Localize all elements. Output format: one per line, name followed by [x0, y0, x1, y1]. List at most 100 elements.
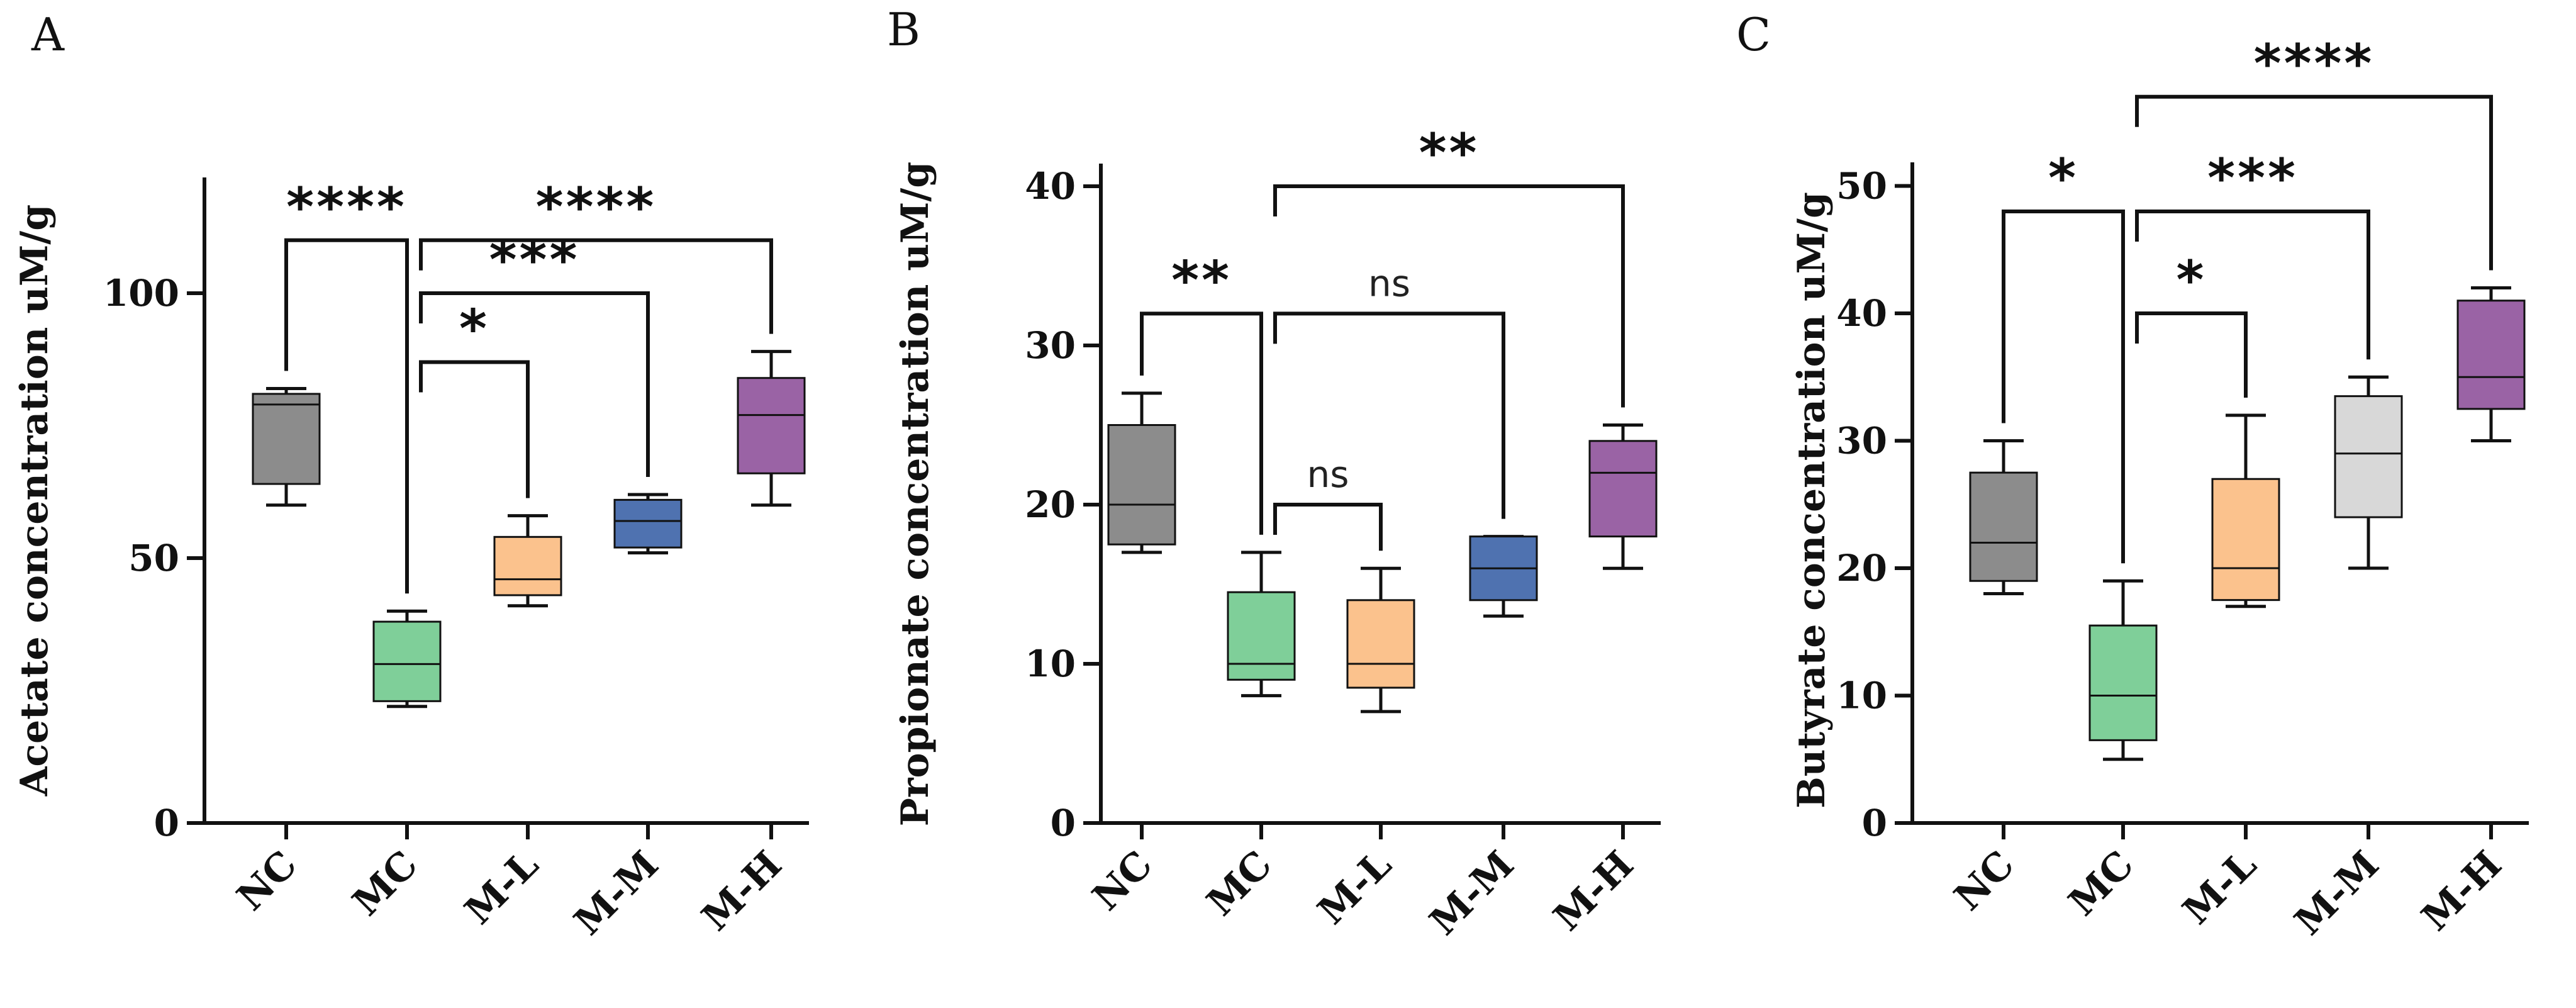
significance-bracket: * — [2002, 147, 2125, 564]
significance-bracket: **** — [419, 176, 773, 334]
box-iqr — [1588, 440, 1658, 538]
panel-A: A Acetate concentration uM/g 0 50 100 NC MC M-L… — [13, 8, 809, 944]
box-iqr — [252, 393, 321, 485]
y-tick-label: 50 — [1836, 165, 1887, 208]
panel-B: B Propionate concentration uM/g 0 10 20 30 40 N… — [887, 3, 1661, 944]
box-M-H — [2456, 286, 2526, 442]
box-iqr — [613, 498, 683, 549]
box-M-H — [1588, 423, 1658, 570]
box-iqr — [493, 535, 562, 596]
bracket-line — [284, 238, 409, 594]
box-MC — [372, 609, 442, 708]
box-iqr — [2456, 300, 2526, 410]
box-iqr — [1969, 471, 2038, 582]
significance-label: *** — [489, 229, 580, 291]
significance-label: **** — [536, 176, 657, 238]
bracket-line — [2002, 210, 2125, 564]
significance-label: * — [2177, 249, 2207, 311]
significance-bracket: ** — [1140, 249, 1263, 535]
box-NC — [252, 387, 321, 507]
significance-bracket: **** — [2135, 33, 2493, 271]
panel-label: C — [1736, 8, 1771, 61]
box-iqr — [2334, 395, 2403, 518]
significance-bracket: * — [419, 298, 530, 498]
panel-label: A — [31, 8, 65, 61]
significance-bracket: *** — [419, 229, 650, 477]
y-tick-label: 20 — [1025, 483, 1076, 526]
significance-bracket: *** — [2135, 147, 2370, 360]
box-iqr — [1107, 424, 1176, 546]
box-iqr — [737, 377, 806, 474]
significance-bracket: **** — [284, 176, 409, 594]
box-iqr — [2211, 478, 2280, 602]
significance-label: **** — [286, 176, 407, 238]
box-iqr — [1346, 599, 1415, 689]
panel-C: C Butyrate concentration uM/g 0 10 20 30 40 50 N… — [1736, 8, 2529, 944]
y-axis-label: Acetate concentration uM/g — [13, 204, 57, 797]
y-axis-label: Propionate concentration uM/g — [893, 162, 937, 826]
x-tick-label: M-M — [566, 843, 667, 944]
box-M-L — [493, 514, 562, 608]
significance-bracket: ** — [1273, 122, 1625, 408]
significance-label: ** — [1419, 122, 1480, 184]
box-NC — [1107, 391, 1176, 554]
box-M-H — [737, 350, 806, 507]
y-tick-label: 0 — [154, 802, 179, 844]
significance-label: **** — [2254, 33, 2375, 94]
x-tick-label: MC — [1198, 843, 1280, 924]
y-tick-label: 20 — [1836, 547, 1887, 590]
box-M-L — [1346, 566, 1415, 714]
y-tick-label: 0 — [1051, 802, 1076, 844]
y-axis-label: Butyrate concentration uM/g — [1790, 192, 1834, 809]
bracket-line — [419, 291, 650, 477]
bracket-line — [2135, 210, 2370, 360]
box-MC — [2088, 579, 2158, 761]
box-M-M — [2334, 375, 2403, 570]
box-M-M — [1469, 535, 1538, 618]
x-tick-label: M-L — [2175, 843, 2265, 933]
y-tick-label: 10 — [1025, 642, 1076, 685]
box-iqr — [2088, 624, 2158, 741]
y-tick-label: 40 — [1836, 292, 1887, 335]
x-tick-label: NC — [1946, 843, 2023, 919]
y-tick-label: 30 — [1025, 324, 1076, 367]
bracket-line — [419, 360, 530, 498]
box-iqr — [1227, 591, 1296, 681]
y-tick-label: 50 — [128, 537, 179, 580]
box-M-L — [2211, 413, 2280, 608]
bracket-line — [1273, 184, 1625, 408]
significance-label: * — [2048, 147, 2078, 209]
y-tick-label: 0 — [1862, 802, 1887, 844]
x-tick-label: M-L — [457, 843, 547, 933]
y-tick-label: 100 — [103, 272, 179, 315]
x-tick-label: M-H — [2413, 843, 2510, 939]
bracket-line — [419, 238, 773, 334]
significance-bracket: ns — [1273, 453, 1383, 551]
bracket-line — [1140, 311, 1263, 535]
significance-bracket: * — [2135, 249, 2248, 398]
box-MC — [1227, 551, 1296, 698]
x-tick-label: M-M — [2287, 843, 2388, 944]
x-tick-label: NC — [1084, 843, 1161, 919]
bracket-line — [2135, 94, 2493, 271]
x-tick-label: M-H — [1545, 843, 1642, 939]
x-tick-label: MC — [2060, 843, 2142, 924]
y-tick-label: 10 — [1836, 675, 1887, 717]
box-iqr — [372, 620, 442, 702]
panel-label: B — [887, 3, 920, 56]
x-tick-label: MC — [344, 843, 426, 924]
significance-label: *** — [2207, 147, 2298, 209]
bracket-line — [1273, 311, 1505, 519]
box-NC — [1969, 439, 2038, 595]
significance-label: * — [459, 298, 489, 359]
significance-label: ** — [1171, 249, 1232, 311]
x-tick-label: M-M — [1422, 843, 1523, 944]
bracket-line — [1273, 503, 1383, 551]
bracket-line — [2135, 311, 2248, 398]
significance-bracket: ns — [1273, 262, 1505, 519]
y-tick-label: 30 — [1836, 420, 1887, 462]
y-tick-label: 40 — [1025, 165, 1076, 208]
box-M-M — [613, 493, 683, 555]
x-tick-label: M-H — [693, 843, 790, 939]
